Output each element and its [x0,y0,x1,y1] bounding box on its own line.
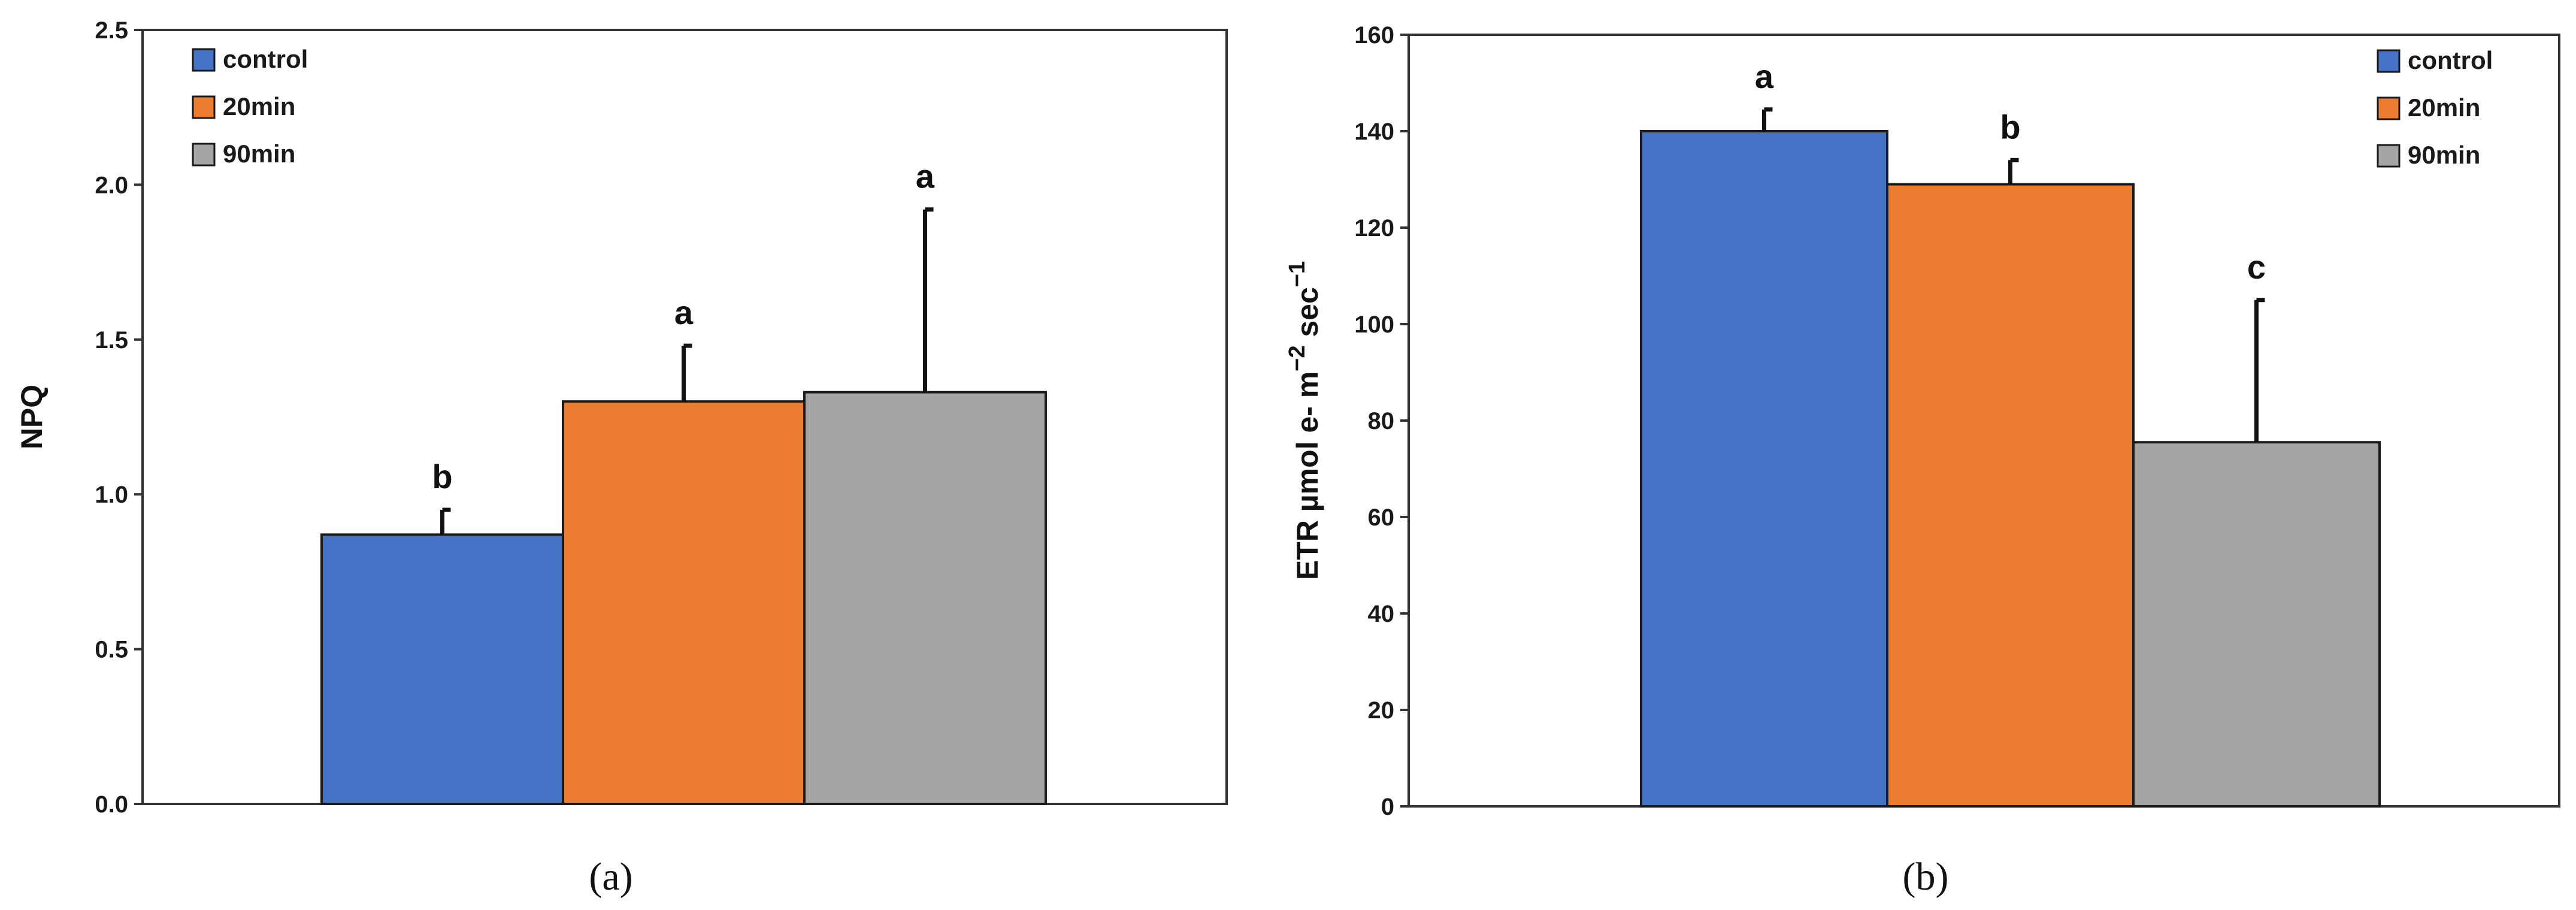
y-tick-label: 0 [1381,794,1394,820]
y-tick-label: 100 [1354,312,1394,338]
legend-label: control [2408,46,2493,74]
bar-90min [2132,441,2381,808]
y-tick-label: 160 [1354,22,1394,49]
legend-swatch [192,48,216,72]
legend-label: 20min [223,92,295,120]
y-tick-label: 20 [1368,697,1395,724]
y-tick-label: 0.5 [95,637,128,663]
y-tick-label: 1.5 [95,327,128,353]
bar-control [1640,130,1888,808]
y-tick-label: 2.0 [95,172,128,198]
panel-a-caption: (a) [589,855,632,899]
significance-label: a [1755,58,1774,95]
legend-swatch [2377,96,2401,120]
significance-label: a [674,294,694,331]
legend-label: 90min [223,140,295,168]
y-tick-label: 1.0 [95,482,128,508]
bar-20min [562,400,806,805]
legend-swatch [2377,49,2401,73]
legend-label: 90min [2408,141,2480,169]
legend-swatch [2377,144,2401,168]
y-tick-label: 140 [1354,119,1394,145]
y-axis-label: ETR µmol e- m−2 sec−1 [1285,261,1324,580]
y-tick-label: 120 [1354,215,1394,241]
legend-label: 20min [2408,93,2480,122]
panel-a-chart: 0.0 0.5 1.0 1.5 2.0 2.5 b a a NPQ control 20min 90mi… [15,17,1228,818]
bar-90min [803,391,1047,805]
significance-label: c [2247,248,2266,286]
y-axis-label: NPQ [15,385,49,449]
y-tick-label: 2.5 [95,17,128,44]
significance-label: b [432,458,452,495]
legend-swatch [192,143,216,167]
legend-label: control [223,45,308,73]
panel-b-caption: (b) [1903,855,1949,899]
significance-label: a [916,158,935,195]
y-tick-label: 60 [1368,504,1395,531]
significance-label: b [2000,108,2020,146]
y-tick-label: 80 [1368,408,1395,434]
y-tick-label: 0.0 [95,791,128,818]
legend-swatch [192,95,216,119]
bar-20min [1886,183,2135,808]
y-tick-label: 40 [1368,601,1395,627]
panel-b-chart: 0 20 40 60 80 100 120 140 160 a b c ETR µmol e- m−2 … [1285,22,2560,820]
bar-control [320,533,564,805]
